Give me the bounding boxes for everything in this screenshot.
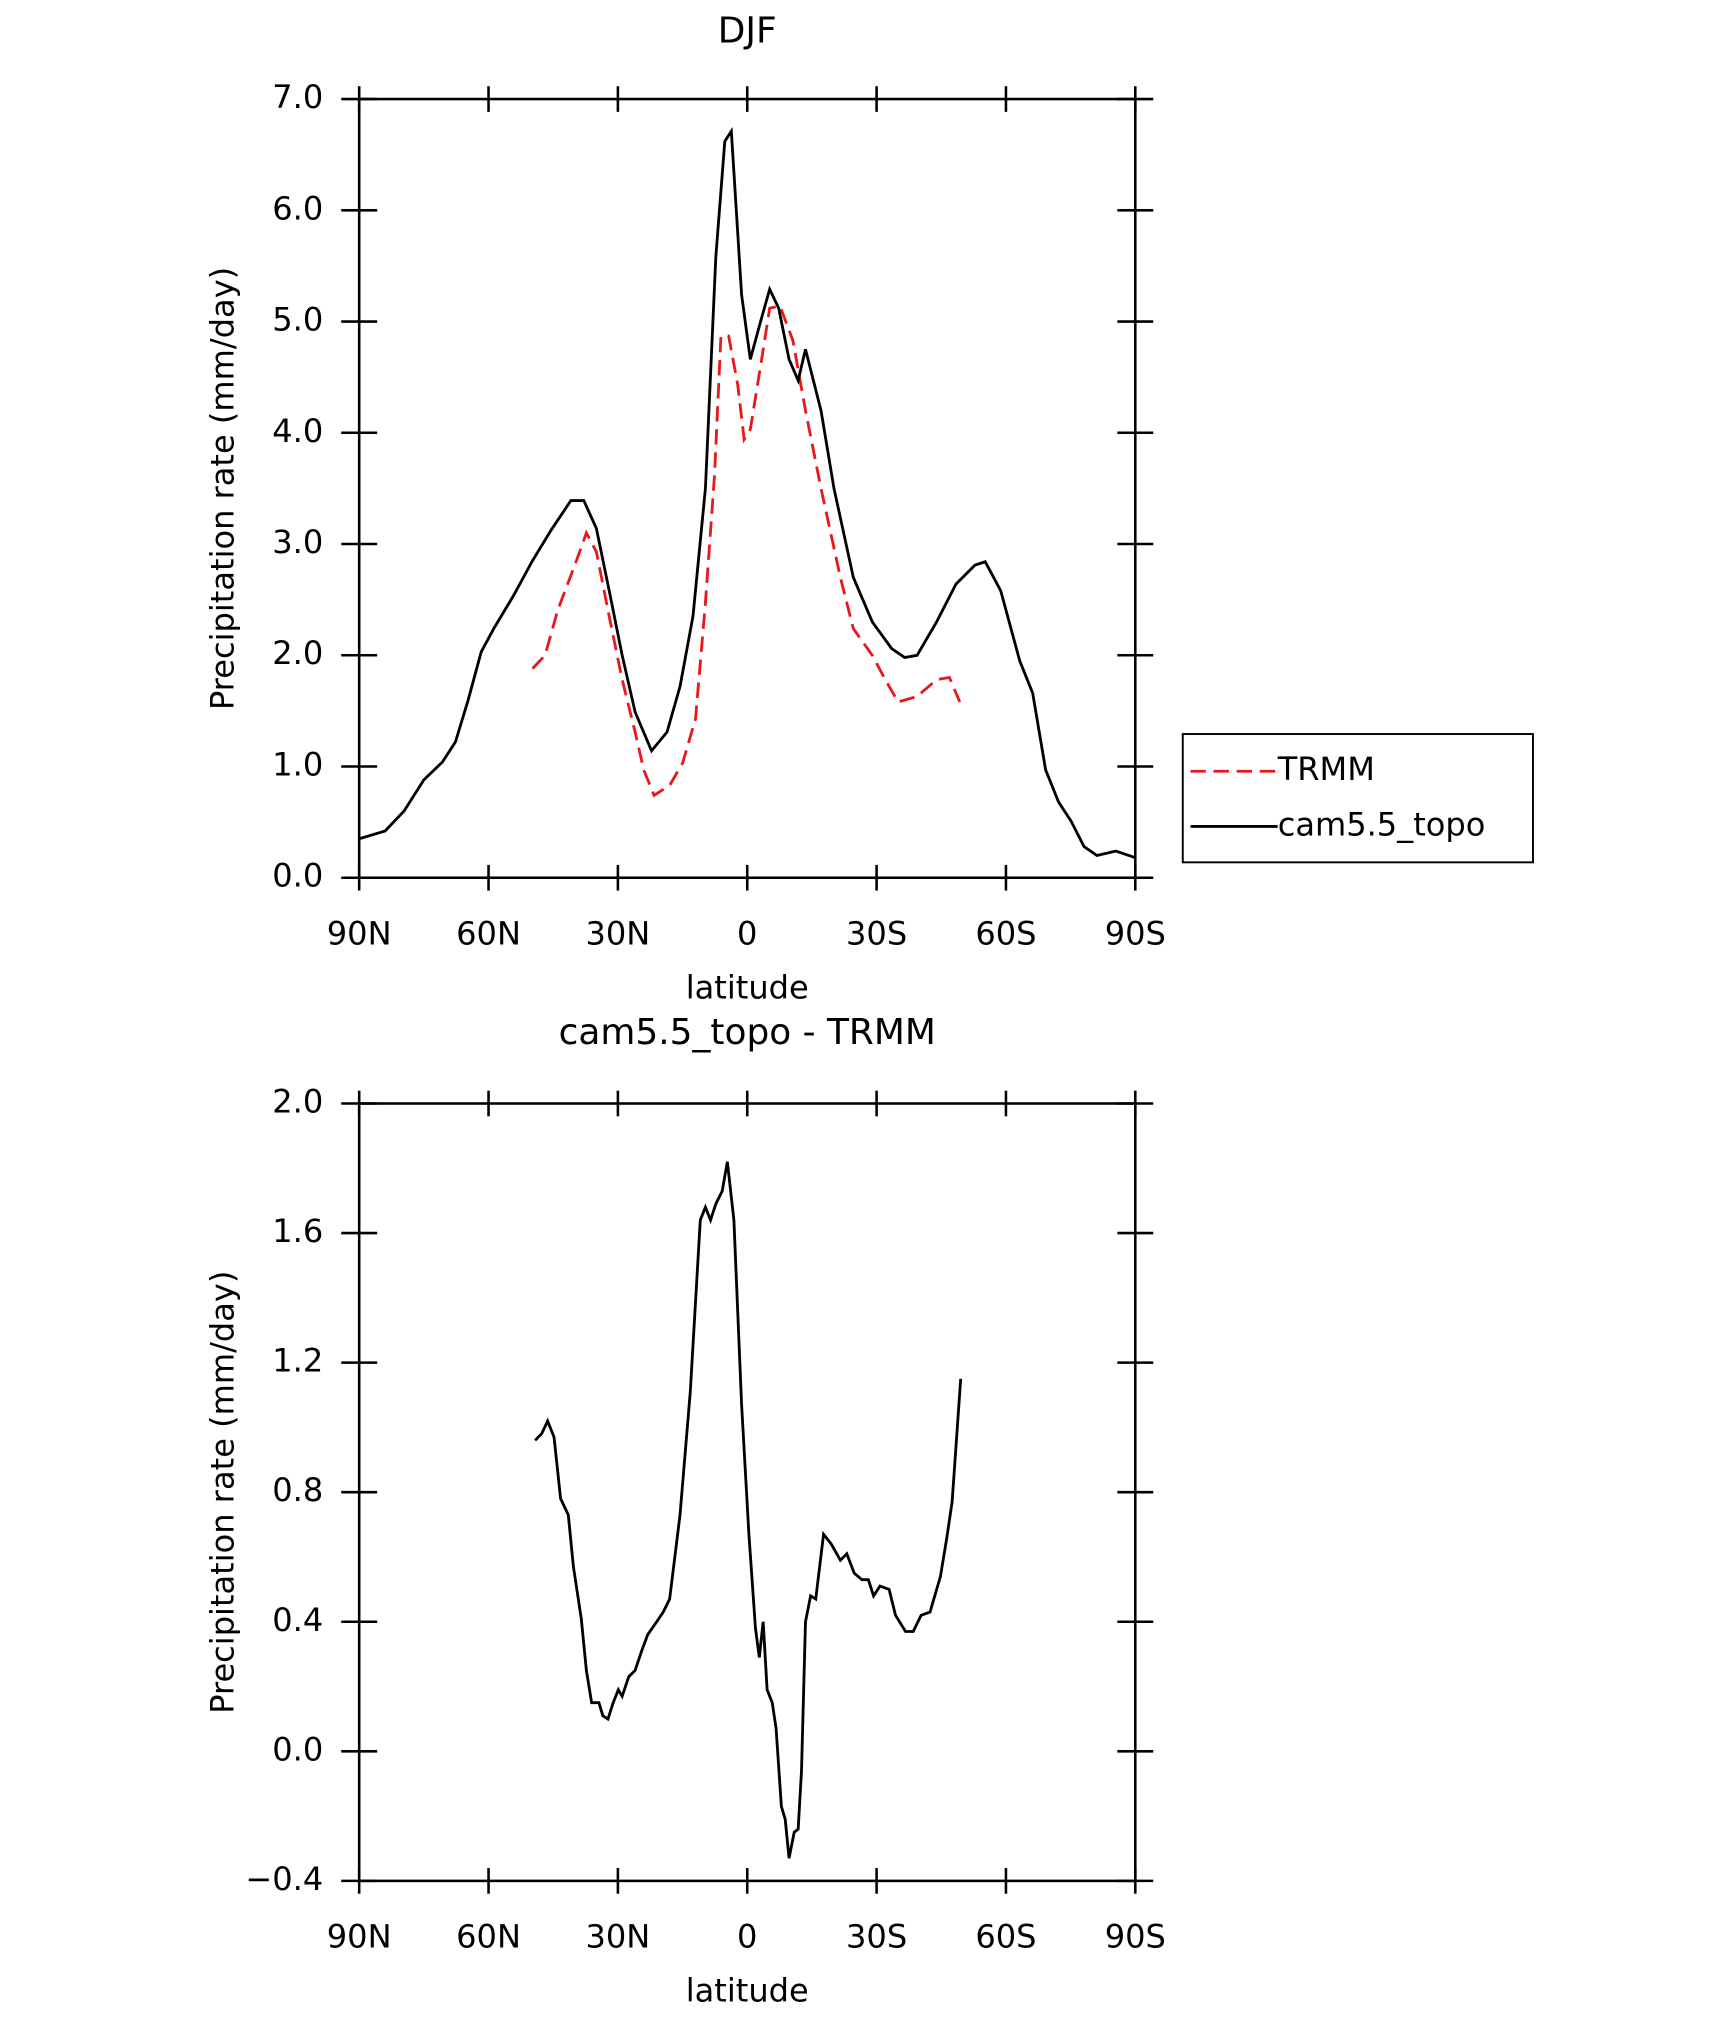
y-tick-label: 1.0 — [272, 745, 323, 783]
y-axis-label: Precipitation rate (mm/day) — [203, 267, 241, 710]
legend-label: TRMM — [1277, 750, 1375, 788]
x-tick-label: 60S — [975, 1918, 1036, 1956]
y-tick-label: 2.0 — [272, 634, 323, 672]
y-axis-label: Precipitation rate (mm/day) — [203, 1271, 241, 1714]
y-tick-label: 4.0 — [272, 412, 323, 450]
x-tick-label: 90S — [1105, 914, 1166, 952]
y-tick-label: 5.0 — [272, 301, 323, 339]
y-tick-label: 3.0 — [272, 523, 323, 561]
x-tick-label: 60S — [975, 914, 1036, 952]
plot-frame — [357, 97, 1137, 880]
data-line — [534, 1161, 963, 1859]
y-tick-label: 0.4 — [272, 1601, 323, 1639]
x-tick-label: 30N — [585, 914, 650, 952]
x-axis-label: latitude — [686, 968, 809, 1006]
x-tick-label: 30S — [846, 914, 907, 952]
x-tick-label: 30S — [846, 1918, 907, 1956]
x-axis-label: latitude — [686, 1971, 809, 2009]
y-tick-label: 6.0 — [272, 189, 323, 227]
chart-title: cam5.5_topo - TRMM — [559, 1012, 936, 1053]
data-line — [531, 304, 962, 798]
x-tick-label: 0 — [737, 1918, 757, 1956]
x-tick-label: 0 — [737, 914, 757, 952]
x-tick-label: 60N — [456, 914, 521, 952]
y-tick-label: 7.0 — [272, 78, 323, 116]
x-tick-label: 30N — [585, 1918, 650, 1956]
y-tick-label: 0.0 — [272, 1730, 323, 1768]
x-tick-label: 90S — [1105, 1918, 1166, 1956]
x-tick-label: 60N — [456, 1918, 521, 1956]
y-tick-label: 1.2 — [272, 1342, 323, 1380]
data-line — [358, 126, 1136, 860]
y-tick-label: 0.0 — [272, 857, 323, 895]
y-tick-label: 0.8 — [272, 1471, 323, 1509]
legend-label: cam5.5_topo — [1278, 805, 1486, 843]
y-tick-label: 2.0 — [272, 1083, 323, 1121]
y-tick-label: −0.4 — [245, 1860, 323, 1898]
x-tick-label: 90N — [327, 914, 392, 952]
legend-box — [1181, 733, 1534, 864]
y-tick-label: 1.6 — [272, 1212, 323, 1250]
x-tick-label: 90N — [327, 1918, 392, 1956]
chart-title: DJF — [718, 10, 777, 51]
